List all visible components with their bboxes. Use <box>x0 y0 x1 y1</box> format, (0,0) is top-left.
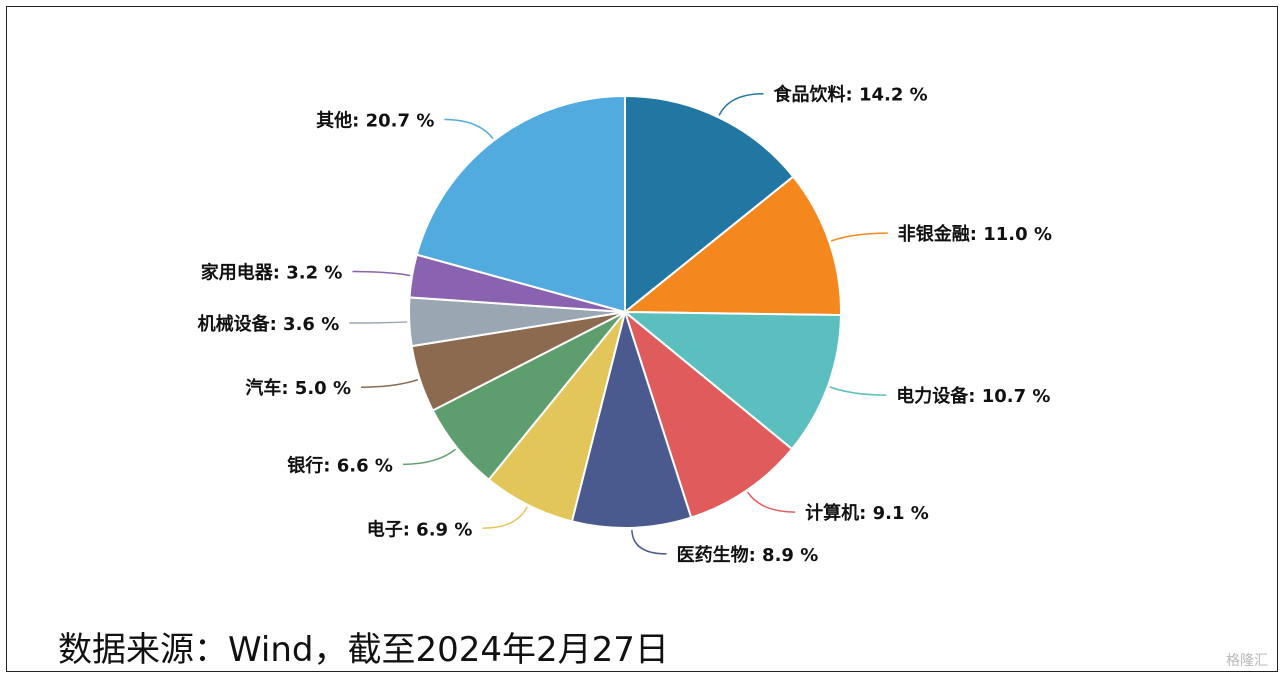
slice-label: 其他: 20.7 % <box>316 109 434 131</box>
leader-line <box>349 321 408 324</box>
slice-label: 家用电器: 3.2 % <box>201 261 343 283</box>
pie-slice <box>570 308 693 529</box>
leader-line <box>360 379 419 388</box>
slice-label: 计算机: 9.1 % <box>805 502 929 524</box>
pie-slice <box>415 94 626 314</box>
slice-labels: 食品饮料: 14.2 % 非银金融: 11.0 % 电力设备: 10.7 % 计算机:… <box>198 84 1052 566</box>
slice-label: 汽车: 5.0 % <box>245 377 351 399</box>
leader-line <box>718 92 764 116</box>
slice-label: 食品饮料: 14.2 % <box>773 84 928 106</box>
leader-line <box>829 386 887 396</box>
leader-line <box>747 491 796 513</box>
leader-lines <box>349 92 888 555</box>
slice-label: 电力设备: 10.7 % <box>896 385 1050 407</box>
leader-line <box>631 529 667 555</box>
pie-slice <box>622 175 842 317</box>
pie-slice <box>624 94 795 315</box>
leader-line <box>482 506 528 530</box>
pie-slice <box>623 309 794 519</box>
slice-label: 医药生物: 8.9 % <box>677 544 819 566</box>
data-source-note: 数据来源：Wind，截至2024年2月27日 <box>58 630 669 670</box>
leader-line <box>352 270 411 277</box>
chart-frame <box>6 6 1278 672</box>
slice-label: 机械设备: 3.6 % <box>198 313 340 335</box>
slice-label: 非银金融: 11.0 % <box>898 223 1052 245</box>
slice-label: 电子: 6.9 % <box>367 518 473 540</box>
slice-label: 银行: 6.6 % <box>287 454 393 476</box>
leader-line <box>402 448 457 466</box>
leader-line <box>444 118 494 140</box>
pie-slice <box>622 310 842 451</box>
watermark: 格隆汇 <box>1226 653 1268 669</box>
pie-slices <box>408 94 842 529</box>
leader-line <box>830 232 888 242</box>
